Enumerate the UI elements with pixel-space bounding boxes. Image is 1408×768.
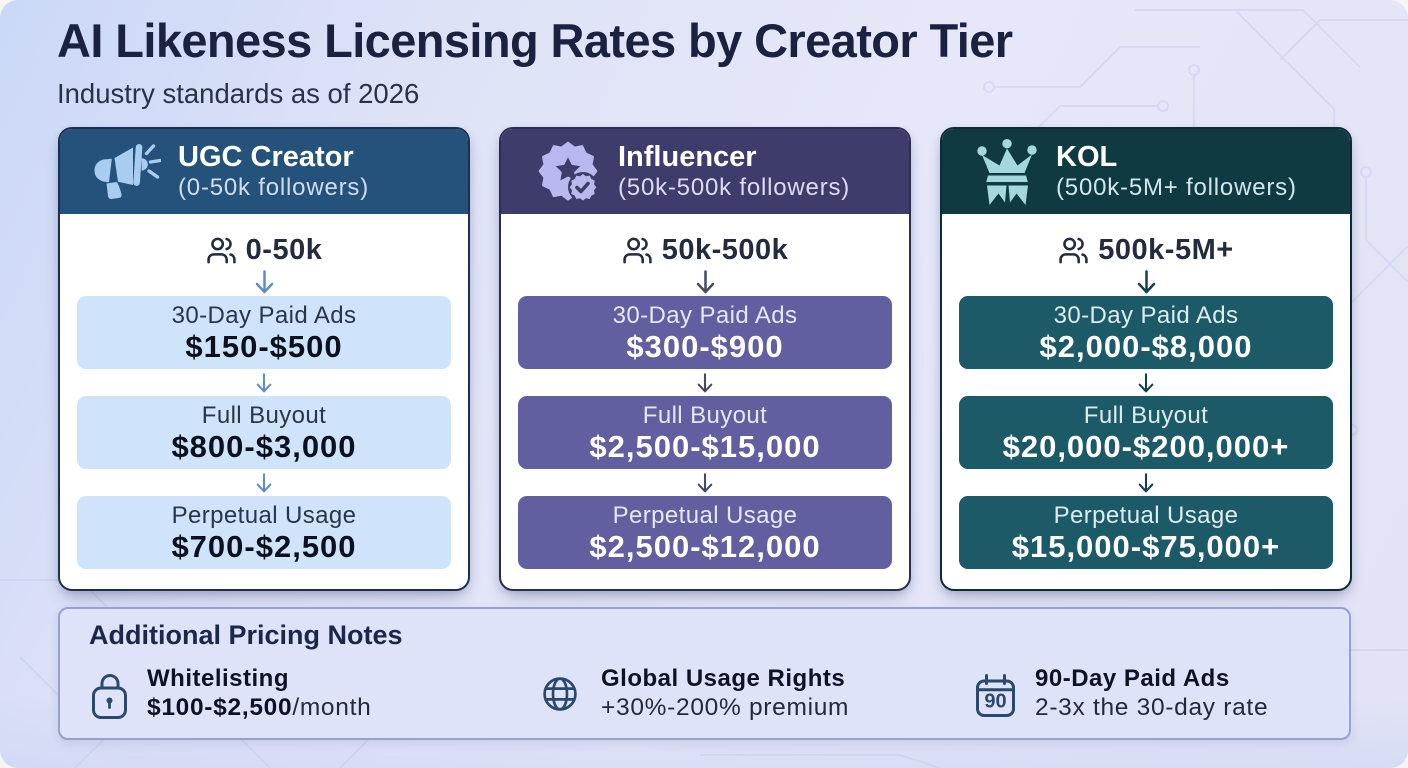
svg-text:90: 90 <box>984 690 1006 712</box>
